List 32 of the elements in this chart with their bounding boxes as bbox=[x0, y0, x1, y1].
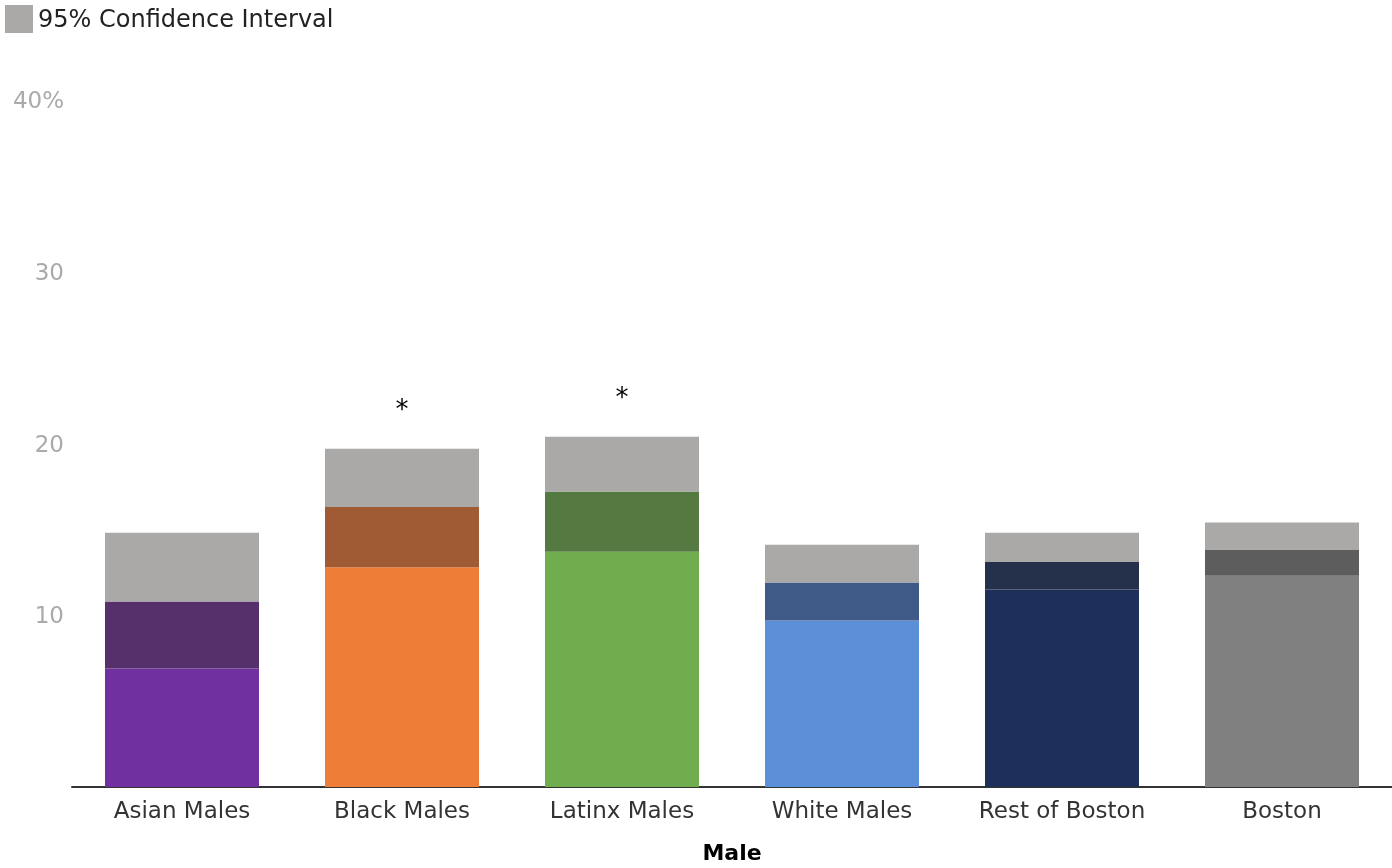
x-tick-label: Rest of Boston bbox=[978, 797, 1146, 823]
bar bbox=[765, 544, 919, 583]
bar bbox=[105, 668, 259, 787]
bar bbox=[325, 448, 479, 508]
bar bbox=[325, 507, 479, 568]
x-tick-label: Latinx Males bbox=[549, 797, 695, 823]
annotation: * bbox=[395, 393, 409, 424]
bar bbox=[545, 551, 699, 787]
bar bbox=[545, 491, 699, 552]
y-tick-label: 30 bbox=[34, 258, 64, 285]
bar bbox=[985, 532, 1139, 563]
bar bbox=[1205, 522, 1359, 550]
x-axis-title: Male bbox=[702, 839, 762, 865]
x-tick-label: Black Males bbox=[333, 797, 471, 823]
x-tick-label: White Males bbox=[771, 797, 913, 823]
bar bbox=[985, 562, 1139, 590]
x-tick-label: Boston bbox=[1242, 797, 1322, 823]
bar bbox=[545, 436, 699, 492]
bar bbox=[325, 567, 479, 787]
y-tick-label: 20 bbox=[34, 430, 64, 457]
bar bbox=[765, 582, 919, 621]
bar bbox=[105, 601, 259, 669]
bar bbox=[1205, 549, 1359, 576]
bar bbox=[105, 532, 259, 602]
y-tick-label: 40% bbox=[12, 87, 64, 113]
legend-label: 95% Confidence Interval bbox=[38, 5, 334, 33]
bar bbox=[1205, 575, 1359, 787]
bar bbox=[985, 589, 1139, 787]
x-tick-label: Asian Males bbox=[113, 797, 251, 823]
y-tick-label: 10 bbox=[34, 602, 64, 629]
annotation: * bbox=[615, 381, 629, 412]
bar bbox=[765, 620, 919, 787]
